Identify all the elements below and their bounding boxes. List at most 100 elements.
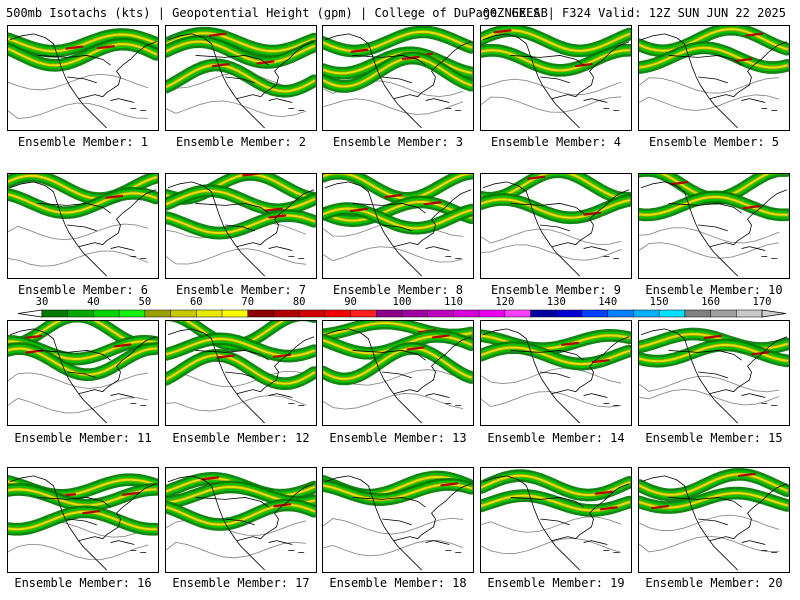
isotach-band bbox=[323, 30, 473, 53]
coastline bbox=[640, 181, 788, 277]
ensemble-member-map bbox=[7, 320, 159, 426]
ensemble-member-map bbox=[165, 25, 317, 131]
coastline bbox=[482, 181, 630, 277]
political-border bbox=[510, 350, 584, 379]
colorbar-tick-label: 150 bbox=[649, 296, 669, 308]
colorbar-swatch bbox=[350, 309, 377, 318]
isotach-core bbox=[594, 490, 613, 495]
coastline bbox=[640, 475, 788, 571]
ensemble-member-map bbox=[322, 25, 474, 131]
caribbean-islands bbox=[425, 246, 462, 259]
height-contour bbox=[166, 541, 307, 559]
isotach-band bbox=[166, 354, 316, 385]
isotach-band bbox=[481, 49, 631, 72]
political-border bbox=[510, 203, 584, 232]
colorbar-swatch bbox=[324, 309, 352, 318]
caribbean-islands bbox=[110, 98, 147, 111]
height-contour bbox=[639, 388, 780, 406]
coastline bbox=[167, 181, 315, 277]
height-contour bbox=[481, 367, 622, 385]
map-header: 500mb Isotachs (kts) | Geopotential Heig… bbox=[0, 2, 800, 22]
caribbean-islands bbox=[425, 98, 462, 111]
isotach-core bbox=[113, 343, 132, 348]
ensemble-member-map bbox=[638, 320, 790, 426]
ensemble-member-label: Ensemble Member: 19 bbox=[487, 576, 625, 590]
ensemble-member-label: Ensemble Member: 1 bbox=[17, 135, 149, 149]
colorbar-arrow-right bbox=[761, 309, 787, 318]
isotach-band bbox=[166, 189, 316, 211]
colorbar-swatch bbox=[41, 309, 69, 318]
colorbar-tick-label: 130 bbox=[546, 296, 566, 308]
height-contour bbox=[8, 223, 149, 241]
political-border bbox=[195, 203, 269, 232]
height-contour bbox=[8, 102, 149, 119]
political-border bbox=[352, 497, 426, 526]
isotach-band bbox=[639, 195, 789, 216]
isotach-band bbox=[323, 57, 473, 88]
ensemble-member-map bbox=[480, 320, 632, 426]
isotach-band bbox=[166, 32, 316, 53]
isotach-core bbox=[431, 334, 450, 339]
height-contour bbox=[639, 514, 780, 531]
colorbar-scale bbox=[17, 309, 787, 318]
colorbar: 30 40 50 60 70 80 90 100 110 120 130 140 150 160 170 bbox=[0, 296, 800, 322]
colorbar-tick-label: 70 bbox=[241, 296, 255, 308]
isotach-band bbox=[323, 347, 473, 380]
colorbar-swatch bbox=[658, 309, 686, 318]
height-contour bbox=[8, 250, 149, 267]
isotach-core bbox=[527, 175, 546, 180]
height-contour bbox=[639, 77, 780, 94]
political-border bbox=[510, 497, 584, 526]
isotach-band bbox=[481, 198, 631, 219]
colorbar-swatch bbox=[736, 309, 763, 318]
coastline bbox=[482, 328, 630, 424]
isotach-core bbox=[751, 351, 770, 356]
isotach-core bbox=[96, 45, 115, 50]
ensemble-member-map bbox=[165, 467, 317, 573]
coastline bbox=[167, 328, 315, 424]
isotach-core bbox=[423, 201, 442, 206]
coastline bbox=[9, 181, 157, 277]
caribbean-islands bbox=[268, 246, 305, 259]
colorbar-swatch bbox=[144, 309, 172, 318]
ensemble-member-map bbox=[480, 25, 632, 131]
ensemble-member-map bbox=[322, 173, 474, 279]
ensemble-member-map bbox=[165, 320, 317, 426]
height-contour bbox=[481, 244, 622, 261]
caribbean-islands bbox=[583, 98, 620, 111]
isotach-band bbox=[8, 192, 158, 214]
isotach-core bbox=[264, 207, 283, 212]
height-contour bbox=[8, 397, 149, 414]
coastline bbox=[324, 328, 472, 424]
height-contour bbox=[639, 94, 780, 111]
colorbar-tick-label: 60 bbox=[189, 296, 203, 308]
caribbean-islands bbox=[110, 246, 147, 259]
height-contour bbox=[166, 394, 307, 412]
isotach-core bbox=[65, 45, 84, 50]
ensemble-member-map bbox=[165, 173, 317, 279]
height-contour bbox=[323, 539, 464, 557]
isotach-band bbox=[481, 334, 631, 350]
height-contour bbox=[166, 100, 307, 118]
colorbar-swatch bbox=[93, 309, 120, 318]
caribbean-islands bbox=[583, 540, 620, 553]
colorbar-swatch bbox=[710, 309, 737, 318]
height-contour bbox=[323, 246, 464, 263]
colorbar-swatch bbox=[298, 309, 326, 318]
isotach-core bbox=[121, 491, 140, 496]
isotach-core bbox=[704, 334, 723, 339]
height-contour bbox=[323, 98, 464, 115]
isotach-band bbox=[166, 40, 316, 64]
ensemble-member-label: Ensemble Member: 16 bbox=[14, 576, 152, 590]
coastline bbox=[640, 33, 788, 129]
isotach-core bbox=[651, 504, 670, 510]
ensemble-member-map bbox=[638, 173, 790, 279]
political-border bbox=[352, 203, 426, 232]
political-border bbox=[352, 350, 426, 379]
ensemble-member-label: Ensemble Member: 4 bbox=[490, 135, 622, 149]
colorbar-tick-label: 30 bbox=[35, 296, 49, 308]
colorbar-tick-label: 50 bbox=[138, 296, 152, 308]
isotach-core bbox=[211, 63, 230, 68]
coastline bbox=[640, 328, 788, 424]
caribbean-islands bbox=[583, 393, 620, 406]
